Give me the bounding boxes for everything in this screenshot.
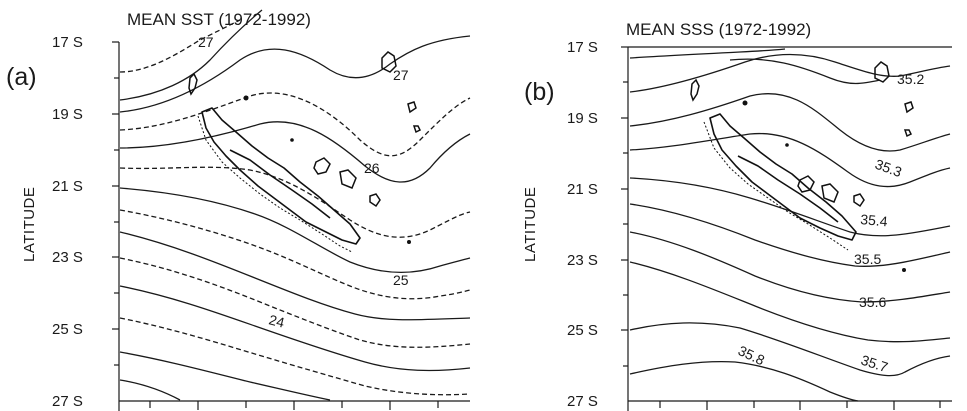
panel-b-lat-23s: 23 S [567, 252, 598, 269]
island-loyalty-1 [797, 175, 815, 193]
isotherm-line [119, 19, 241, 73]
island-reef-2 [903, 129, 913, 138]
panel-a-coastline [188, 51, 422, 253]
main-island-outline [709, 113, 857, 241]
panel-b-title: MEAN SSS (1972-1992) [626, 20, 811, 39]
main-island-inner [229, 149, 331, 219]
island-north [690, 78, 700, 102]
panel-a: MEAN SST (1972-1992) (a) LATITUDE 17 S 1… [6, 9, 471, 411]
panel-a-frame [112, 41, 470, 411]
isohaline-line [629, 48, 786, 59]
isotherm-line [119, 92, 471, 157]
panel-b-lat-27s: 27 S [567, 393, 598, 410]
panel-b-lat-21s: 21 S [567, 181, 598, 198]
islet-dot [902, 268, 906, 272]
isotherm-27-line [119, 35, 471, 113]
isotherm-line [119, 317, 471, 396]
contour-label-24: 24 [267, 311, 286, 330]
island-loyalty-1 [313, 157, 331, 175]
isotherm-24-line [119, 285, 471, 372]
isohaline-355-line [629, 231, 951, 303]
panel-a-letter: (a) [6, 63, 37, 91]
islet-dot [742, 100, 748, 106]
isohaline-line [629, 177, 951, 237]
island-loyalty-2 [339, 169, 357, 189]
island-chesterfield [874, 61, 890, 83]
panel-a-title: MEAN SST (1972-1992) [127, 10, 311, 29]
panel-a-latitude-ticks: 17 S 19 S 21 S 23 S 25 S 27 S [52, 34, 83, 410]
island-reef-1 [407, 101, 417, 114]
isotherm-line [119, 379, 181, 401]
isohaline-357-line [629, 322, 951, 377]
panel-a-y-axis-label: LATITUDE [21, 187, 38, 262]
panel-b-lat-17s: 17 S [567, 39, 598, 56]
contour-label-26: 26 [364, 160, 380, 176]
panel-a-lat-21s: 21 S [52, 178, 83, 195]
isohaline-354-line [629, 203, 951, 267]
panel-a-lat-27s: 27 S [52, 393, 83, 410]
panel-b-isohalines [629, 48, 951, 402]
panel-b-letter: (b) [524, 78, 555, 106]
island-loyalty-3 [369, 193, 381, 208]
main-island-inner [737, 155, 839, 223]
contour-label-35-7: 35.7 [859, 352, 890, 376]
panel-a-lat-19s: 19 S [52, 106, 83, 123]
panel-b-contour-labels: 35.2 35.3 35.4 35.5 35.6 35.7 35.8 [736, 71, 925, 375]
contour-label-35-6: 35.6 [859, 294, 886, 310]
island-north [188, 72, 198, 96]
contour-label-25: 25 [393, 272, 409, 288]
islet-dot [243, 95, 249, 101]
isohaline-356-line [629, 261, 951, 343]
reef-outline [703, 121, 849, 251]
island-loyalty-3 [853, 193, 865, 208]
isotherm-line [119, 351, 331, 401]
panel-b-frame [621, 46, 952, 411]
isotherm-line [119, 257, 471, 348]
island-reef-1 [904, 101, 914, 114]
panel-b: MEAN SSS (1972-1992) (b) LATITUDE 17 S 1… [522, 20, 952, 411]
isohaline-352-line [729, 58, 881, 85]
isohaline-358-line [629, 360, 859, 402]
islet-dot [407, 240, 411, 244]
isotherm-line [119, 209, 471, 300]
panel-a-contour-labels: 27 27 26 25 24 [198, 34, 409, 331]
islet-dot [290, 138, 294, 142]
panel-b-lat-19s: 19 S [567, 110, 598, 127]
isotherm-line [119, 166, 471, 238]
panel-a-lat-17s: 17 S [52, 34, 83, 51]
reef-outline [197, 115, 353, 253]
panel-a-lat-23s: 23 S [52, 249, 83, 266]
isotherm-25-line [119, 231, 471, 321]
isotherm-26-line [119, 187, 471, 274]
contour-label-35-2: 35.2 [897, 71, 924, 87]
isohaline-353-line [629, 132, 951, 188]
panel-b-lat-25s: 25 S [567, 322, 598, 339]
isohaline-line [629, 53, 951, 93]
isotherm-line [119, 9, 263, 101]
isotherm-line [119, 121, 471, 183]
islet-dot [785, 143, 789, 147]
contour-label-27-b: 27 [393, 67, 409, 83]
panel-b-y-axis-label: LATITUDE [522, 187, 539, 262]
main-island-outline [201, 107, 361, 245]
panel-b-coastline [690, 61, 914, 272]
contour-label-27-a: 27 [198, 34, 214, 50]
panel-b-latitude-ticks: 17 S 19 S 21 S 23 S 25 S 27 S [567, 39, 598, 410]
island-reef-2 [412, 125, 422, 134]
island-chesterfield [381, 51, 397, 73]
isohaline-line [629, 93, 951, 152]
panel-a-lat-25s: 25 S [52, 321, 83, 338]
contour-label-35-3: 35.3 [873, 156, 904, 180]
panel-a-isotherms [119, 9, 471, 401]
contour-label-35-4: 35.4 [860, 211, 889, 229]
island-loyalty-2 [821, 183, 839, 203]
contour-label-35-5: 35.5 [854, 251, 881, 267]
